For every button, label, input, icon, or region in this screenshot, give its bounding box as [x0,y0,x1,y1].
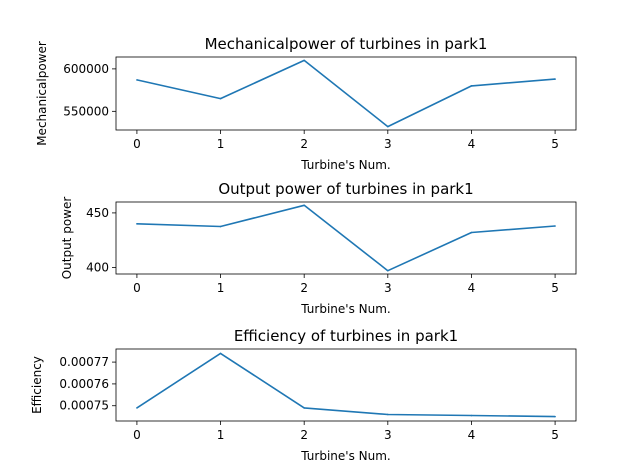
x-tick-label-0-0: 0 [133,137,141,151]
x-axis-label-2: Turbine's Num. [300,449,390,463]
y-tick-label-2-1: 0.00076 [59,377,109,391]
data-point-0-2 [303,59,305,62]
x-tick-label-1-5: 5 [551,281,559,295]
data-point-1-1 [219,225,222,228]
y-axis-label-1: Output power [60,197,74,280]
x-tick-label-0-4: 4 [468,137,476,151]
y-axis-label-0: Mechanicalpower [35,41,49,146]
x-tick-label-0-1: 1 [217,137,225,151]
data-point-0-3 [387,125,389,128]
y-axis-label-2: Efficiency [30,356,44,414]
data-point-1-3 [387,269,389,272]
axes-frame-1 [115,201,577,275]
data-point-1-4 [470,231,473,234]
data-point-2-2 [303,407,305,409]
chart-title-2: Efficiency of turbines in park1 [234,327,458,345]
x-tick-label-1-0: 0 [133,281,141,295]
x-tick-label-0-2: 2 [300,137,308,151]
x-tick-label-2-5: 5 [551,428,559,442]
data-point-0-5 [554,78,556,80]
data-point-0-4 [470,85,473,87]
axes-frame-2 [115,348,577,422]
data-point-0-0 [136,79,138,81]
x-tick-label-1-4: 4 [468,281,476,295]
chart-title-0: Mechanicalpower of turbines in park1 [205,35,488,53]
x-tick-label-2-1: 1 [217,428,225,442]
series-line-1 [136,204,556,272]
y-tick-label-0-1: 600000 [63,62,109,76]
x-axis-label-0: Turbine's Num. [300,158,390,172]
data-point-2-0 [136,407,138,409]
x-tick-label-0-3: 3 [384,137,392,151]
axes-frame-0 [115,56,577,131]
data-point-2-3 [387,413,389,416]
x-tick-label-1-1: 1 [217,281,225,295]
data-point-2-4 [470,414,473,417]
x-tick-label-2-2: 2 [300,428,308,442]
x-tick-label-0-5: 5 [551,137,559,151]
y-tick-label-0-0: 550000 [63,104,109,118]
y-tick-label-1-0: 400 [86,260,109,274]
data-point-0-1 [219,97,222,100]
series-line-0 [136,59,556,128]
data-point-2-1 [219,352,222,355]
x-axis-label-1: Turbine's Num. [300,302,390,316]
chart-title-1: Output power of turbines in park1 [218,180,473,198]
x-tick-label-2-3: 3 [384,428,392,442]
x-tick-label-1-3: 3 [384,281,392,295]
y-tick-label-2-0: 0.00075 [59,399,109,413]
series-line-2 [136,352,556,418]
x-tick-label-1-2: 2 [300,281,308,295]
data-point-1-5 [554,225,556,227]
y-tick-label-2-2: 0.00077 [59,355,109,369]
data-point-1-0 [136,223,138,225]
x-tick-label-2-4: 4 [468,428,476,442]
data-point-2-5 [554,415,556,418]
y-tick-label-1-1: 450 [86,206,109,220]
data-point-1-2 [303,204,305,207]
x-tick-label-2-0: 0 [133,428,141,442]
